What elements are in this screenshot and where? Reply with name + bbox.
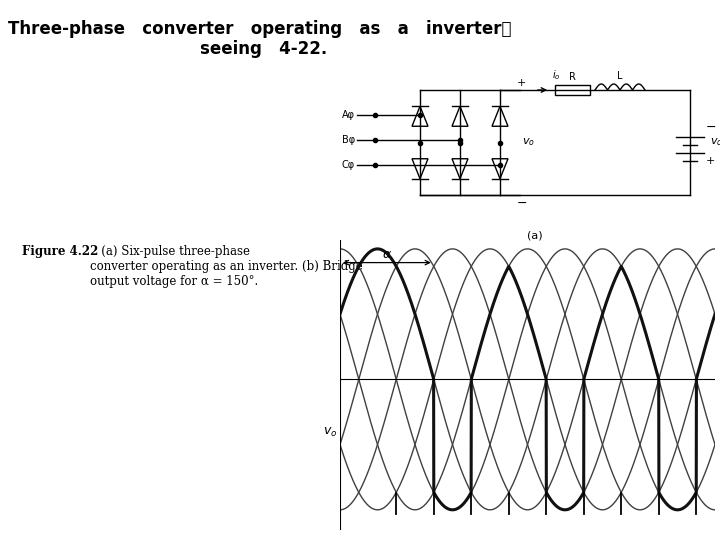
- Bar: [555, 85, 590, 95]
- Text: +: +: [706, 156, 716, 165]
- Text: $v_{dc}$: $v_{dc}$: [710, 137, 720, 148]
- Text: $v_o$: $v_o$: [522, 137, 535, 148]
- Text: $v_o$: $v_o$: [323, 426, 337, 438]
- Text: $\alpha$: $\alpha$: [382, 248, 392, 261]
- Text: Cφ: Cφ: [342, 160, 355, 170]
- Text: −: −: [706, 121, 716, 134]
- Text: Three-phase   converter   operating   as   a   inverter：: Three-phase converter operating as a inv…: [8, 20, 511, 38]
- Text: R: R: [569, 72, 576, 82]
- Text: (a): (a): [527, 230, 543, 240]
- Text: Figure 4.22: Figure 4.22: [22, 245, 99, 258]
- Text: seeing   4-22.: seeing 4-22.: [200, 40, 328, 58]
- Text: L: L: [617, 71, 623, 81]
- Text: (a) Six-pulse three-phase
converter operating as an inverter. (b) Bridge
output : (a) Six-pulse three-phase converter oper…: [90, 245, 363, 288]
- Text: Aφ: Aφ: [342, 110, 355, 120]
- Text: $i_o$: $i_o$: [552, 68, 561, 82]
- Text: Bφ: Bφ: [342, 135, 355, 145]
- Text: −: −: [517, 197, 528, 210]
- Text: +: +: [517, 78, 526, 88]
